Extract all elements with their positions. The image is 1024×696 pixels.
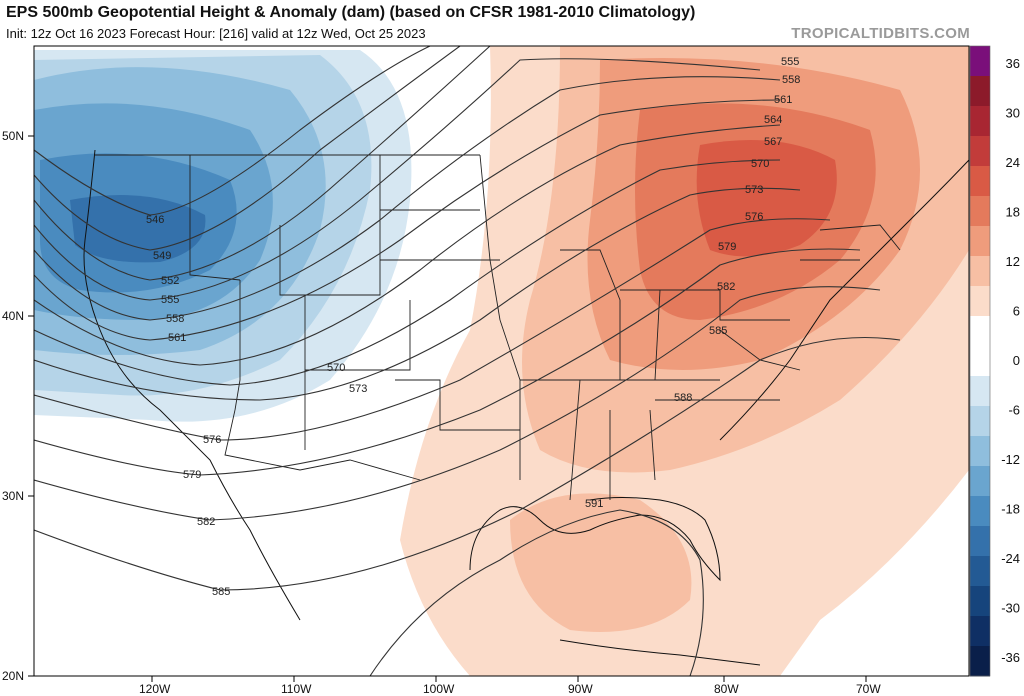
contour-label: 573 (745, 184, 763, 196)
contour-label: 570 (327, 362, 345, 374)
latitude-axis: 50N 40N 30N 20N (2, 129, 34, 683)
colorbar-swatch (970, 166, 990, 197)
contour-label: 582 (197, 516, 215, 528)
contour-label: 576 (745, 211, 763, 223)
colorbar-tick-label: -12 (1001, 452, 1020, 467)
coastlines (83, 149, 969, 666)
colorbar-tick-label: 30 (1006, 106, 1020, 121)
colorbar-swatch (970, 136, 990, 167)
lon-label-90w: 90W (568, 682, 593, 696)
contour-label: 555 (161, 294, 179, 306)
map-subtitle: Init: 12z Oct 16 2023 Forecast Hour: [21… (6, 26, 426, 41)
colorbar-swatch (970, 586, 990, 617)
contour-label: 561 (774, 94, 792, 106)
lat-label-30n: 30N (2, 489, 24, 503)
lat-label-50n: 50N (2, 129, 24, 143)
colorbar-swatch (970, 616, 990, 647)
colorbar-tick-label: 6 (1013, 304, 1020, 319)
brand-watermark[interactable]: TROPICALTIDBITS.COM (791, 25, 970, 42)
contour-label: 564 (764, 114, 782, 126)
colorbar-tick-label: 12 (1006, 254, 1020, 269)
colorbar-swatch (970, 286, 990, 317)
colorbar-swatch (970, 496, 990, 527)
contour-label: 552 (161, 275, 179, 287)
lon-label-70w: 70W (856, 682, 881, 696)
contour-label: 558 (166, 313, 184, 325)
lat-label-40n: 40N (2, 309, 24, 323)
colorbar-swatch (970, 346, 990, 377)
contour-label: 585 (212, 586, 230, 598)
colorbar-swatch (970, 376, 990, 407)
colorbar-tick-label: -24 (1001, 551, 1020, 566)
contour-label: 549 (153, 250, 171, 262)
lat-label-20n: 20N (2, 669, 24, 683)
colorbar-swatch (970, 646, 990, 677)
colorbar-frame (969, 45, 991, 677)
colorbar-swatch (970, 436, 990, 467)
contour-label: 558 (782, 74, 800, 86)
colorbar-swatch (970, 406, 990, 437)
colorbar-swatch (970, 466, 990, 497)
contour-label: 582 (717, 281, 735, 293)
colorbar-swatch (970, 76, 990, 107)
colorbar-swatch (970, 316, 990, 347)
colorbar-tick-label: 24 (1006, 155, 1020, 170)
contour-label: 579 (718, 241, 736, 253)
contour-label: 555 (781, 56, 799, 68)
contour-label: 585 (709, 325, 727, 337)
colorbar-tick-label: 18 (1006, 205, 1020, 220)
colorbar-tick-label: 36 (1006, 56, 1020, 71)
lon-label-80w: 80W (714, 682, 739, 696)
contour-label: 579 (183, 469, 201, 481)
anomaly-colorbar: 36 30 24 18 12 6 0 -6 -12 -18 -24 -30 -36 (969, 45, 1020, 677)
map-frame (33, 45, 970, 677)
lon-label-120w: 120W (139, 682, 171, 696)
colorbar-swatch (970, 196, 990, 227)
contour-label: 567 (764, 136, 782, 148)
lon-label-100w: 100W (423, 682, 455, 696)
colorbar-tick-label: -6 (1008, 403, 1020, 418)
colorbar-swatch (970, 256, 990, 287)
contour-label: 573 (349, 383, 367, 395)
longitude-axis: 120W 110W 100W 90W 80W 70W (139, 676, 881, 696)
contour-labels: 546 549 552 555 558 561 570 573 576 579 … (146, 56, 800, 598)
colorbar-swatch (970, 46, 990, 77)
colorbar-tick-label: -18 (1001, 502, 1020, 517)
contour-label: 588 (674, 392, 692, 404)
colorbar-swatch (970, 226, 990, 257)
contour-label: 546 (146, 214, 164, 226)
colorbar-swatch (970, 526, 990, 557)
lon-label-110w: 110W (281, 682, 312, 696)
contour-label: 561 (168, 332, 186, 344)
map-area: 546 549 552 555 558 561 570 573 576 579 … (34, 46, 969, 676)
height-contours (34, 46, 901, 676)
contour-label: 591 (585, 498, 603, 510)
contour-label: 576 (203, 434, 221, 446)
colorbar-tick-label: 0 (1013, 353, 1020, 368)
negative-anomaly-shading (34, 50, 412, 422)
colorbar-swatch (970, 556, 990, 587)
contour-label: 570 (751, 158, 769, 170)
map-title: EPS 500mb Geopotential Height & Anomaly … (6, 4, 696, 21)
colorbar-swatch (970, 106, 990, 137)
colorbar-tick-label: -30 (1001, 601, 1020, 616)
colorbar-tick-label: -36 (1001, 650, 1020, 665)
